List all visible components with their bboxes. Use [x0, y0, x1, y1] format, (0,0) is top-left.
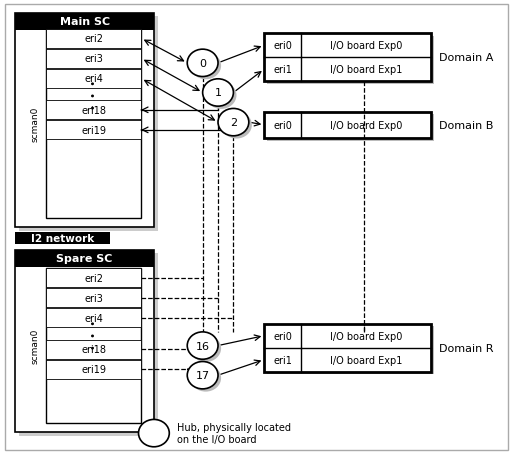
Text: Spare SC: Spare SC — [56, 254, 113, 264]
Circle shape — [139, 420, 169, 447]
Circle shape — [221, 112, 252, 139]
Bar — [46, 50, 141, 69]
Circle shape — [190, 53, 221, 80]
Text: eri0: eri0 — [273, 41, 292, 51]
Bar — [19, 17, 158, 231]
Text: scman0: scman0 — [30, 328, 40, 364]
Circle shape — [187, 362, 218, 389]
Bar — [19, 254, 158, 436]
Text: I/O board Exp1: I/O board Exp1 — [330, 355, 402, 365]
Bar — [46, 101, 141, 120]
Text: •  •  •: • • • — [89, 318, 98, 349]
Text: eri1: eri1 — [273, 65, 292, 75]
Text: eri3: eri3 — [84, 54, 103, 64]
Text: eri3: eri3 — [84, 293, 103, 303]
Text: eri0: eri0 — [273, 121, 292, 131]
Circle shape — [218, 109, 249, 136]
Text: eri18: eri18 — [81, 344, 106, 354]
Text: eri2: eri2 — [84, 34, 103, 44]
Text: Main SC: Main SC — [60, 17, 110, 27]
Text: I/O board Exp0: I/O board Exp0 — [330, 41, 402, 51]
Text: eri18: eri18 — [81, 106, 106, 116]
Text: eri4: eri4 — [84, 74, 103, 84]
Bar — [267, 327, 434, 374]
Bar — [267, 115, 434, 142]
Text: I/O board Exp1: I/O board Exp1 — [330, 65, 402, 75]
Text: Domain B: Domain B — [439, 121, 493, 131]
Circle shape — [187, 332, 218, 359]
Text: eri19: eri19 — [81, 126, 106, 136]
Circle shape — [187, 50, 218, 77]
Bar — [15, 232, 110, 245]
Bar — [46, 30, 141, 49]
Text: I2 network: I2 network — [31, 233, 94, 243]
Bar — [46, 288, 141, 308]
Bar — [46, 360, 141, 379]
Text: 1: 1 — [214, 88, 222, 98]
Text: Domain A: Domain A — [439, 53, 493, 63]
Text: scman0: scman0 — [30, 106, 40, 142]
Text: 16: 16 — [195, 341, 210, 351]
Text: Domain R: Domain R — [439, 343, 493, 353]
Text: eri1: eri1 — [273, 355, 292, 365]
Bar — [46, 340, 141, 359]
Bar — [15, 250, 154, 268]
Bar — [46, 70, 141, 89]
Bar — [46, 121, 141, 140]
Text: eri4: eri4 — [84, 313, 103, 323]
Bar — [15, 14, 154, 31]
Text: eri2: eri2 — [84, 273, 103, 283]
Text: 17: 17 — [195, 370, 210, 380]
Text: •  •  •: • • • — [89, 80, 98, 110]
Bar — [46, 268, 141, 423]
Bar — [264, 112, 431, 139]
Circle shape — [190, 364, 221, 392]
Text: eri19: eri19 — [81, 364, 106, 374]
Circle shape — [190, 335, 221, 362]
Circle shape — [203, 80, 233, 107]
Text: eri0: eri0 — [273, 331, 292, 341]
Bar — [46, 308, 141, 328]
Text: I/O board Exp0: I/O board Exp0 — [330, 121, 402, 131]
Text: I/O board Exp0: I/O board Exp0 — [330, 331, 402, 341]
Bar — [46, 30, 141, 218]
Text: 0: 0 — [199, 59, 206, 69]
Text: 2: 2 — [230, 118, 237, 128]
Text: Hub, physically located
on the I/O board: Hub, physically located on the I/O board — [177, 422, 291, 444]
Bar — [15, 14, 154, 228]
Bar — [15, 250, 154, 432]
Bar — [46, 268, 141, 288]
Circle shape — [206, 82, 236, 110]
Bar — [264, 34, 431, 82]
Bar — [264, 324, 431, 372]
Bar — [267, 37, 434, 85]
